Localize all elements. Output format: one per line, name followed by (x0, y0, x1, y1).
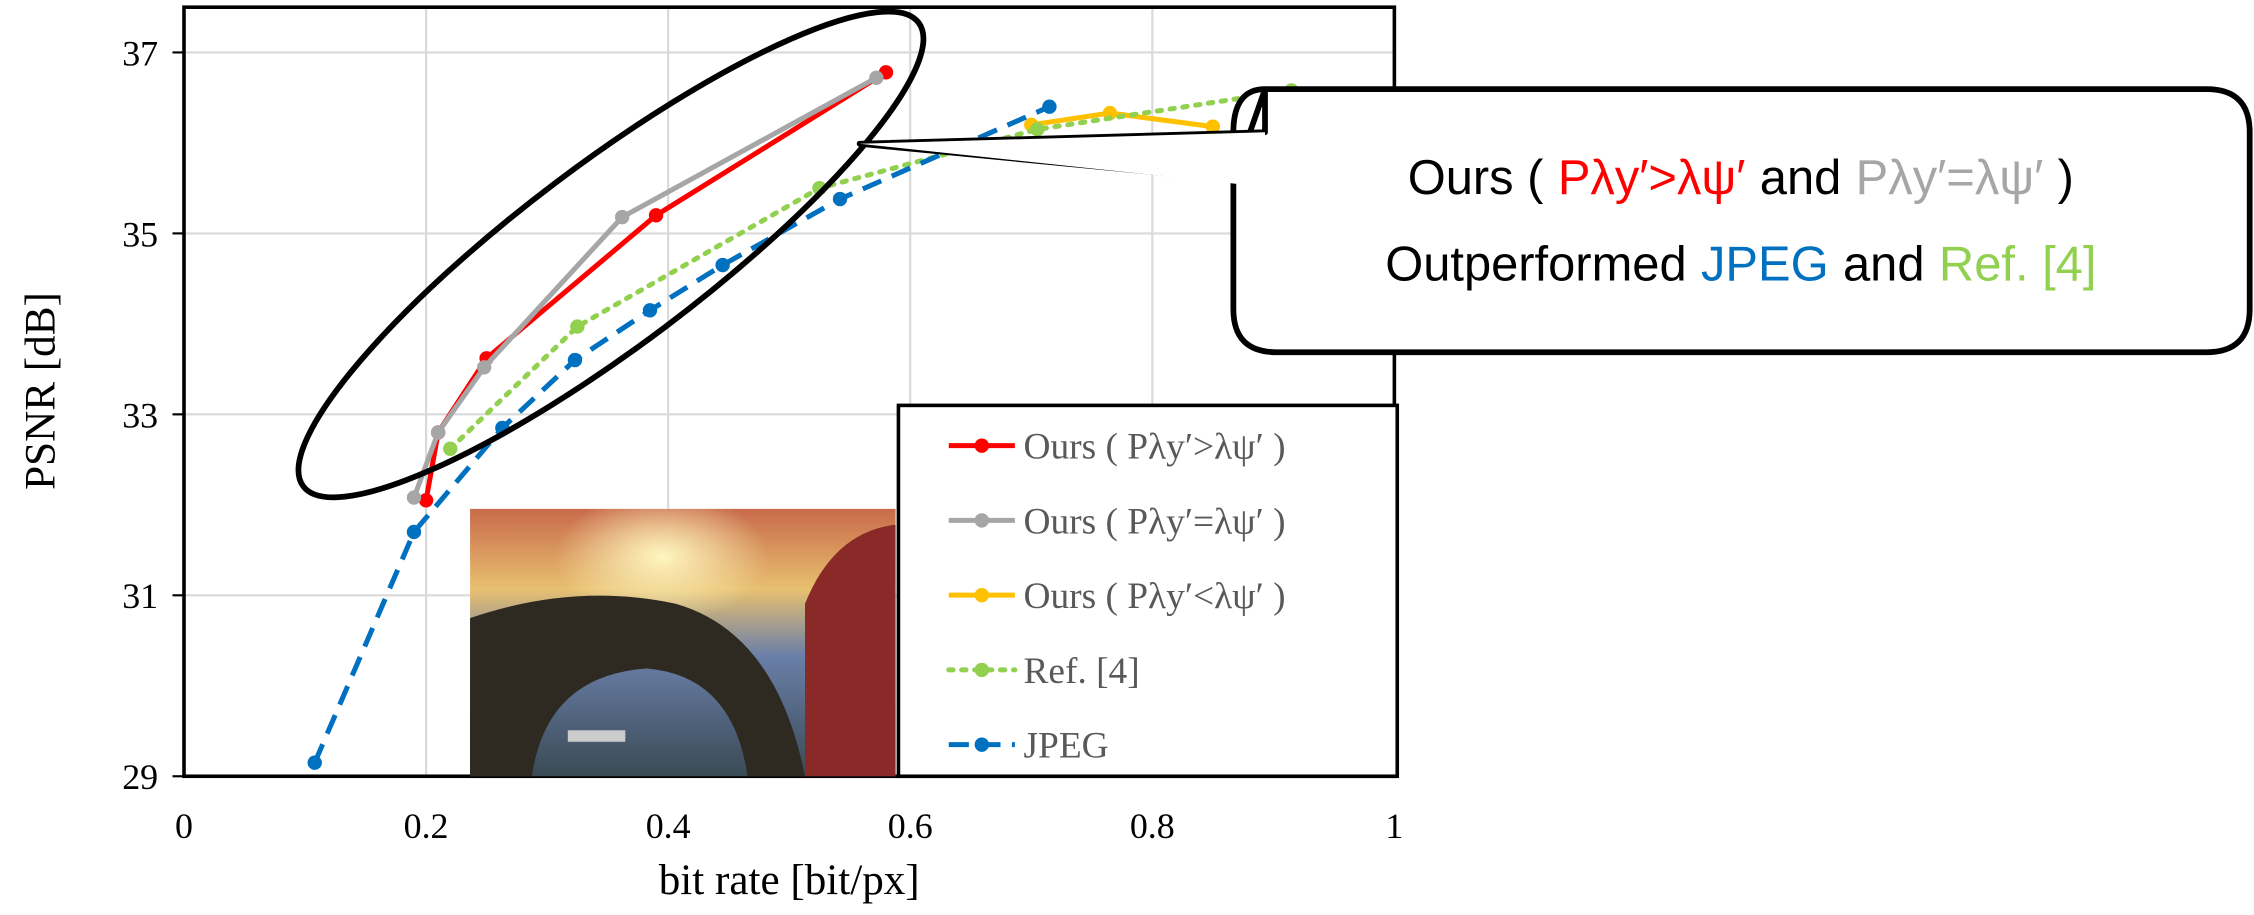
x-axis-label: bit rate [bit/px] (659, 857, 920, 904)
callout-segment: ) (2058, 151, 2074, 205)
inset-image (470, 509, 896, 776)
data-point (570, 319, 584, 333)
data-point (568, 353, 582, 367)
x-tick-label: 0.8 (1130, 806, 1175, 846)
chart: 29 31 33 35 37 0 0.2 0.4 0.6 0.8 1 Ours ( Pλy′>λψ′… (0, 0, 2254, 915)
data-point (1042, 100, 1056, 114)
data-point (308, 756, 322, 770)
callout (860, 89, 2250, 352)
data-point (643, 303, 657, 317)
callout-segment: Outperformed (1385, 237, 1686, 291)
legend-marker (975, 588, 989, 602)
y-axis-label: PSNR [dB] (18, 292, 65, 490)
series-line (414, 78, 876, 498)
x-tick-label: 0.4 (646, 806, 691, 846)
callout-line: Outperformed JPEG and Ref. [4] (1385, 237, 2096, 291)
y-tick-label: 31 (122, 576, 158, 616)
data-point (407, 525, 421, 539)
callout-segment: Ref. [4] (1939, 237, 2097, 291)
data-point (443, 442, 457, 456)
data-point (419, 493, 433, 507)
data-point (477, 360, 491, 374)
data-point (407, 490, 421, 504)
legend-marker (975, 663, 989, 677)
data-point (649, 208, 663, 222)
callout-segment: and (1843, 237, 1925, 291)
legend-label: Ours ( Pλy′<λψ′ ) (1024, 576, 1286, 617)
legend-marker (975, 438, 989, 452)
x-tick-label: 0 (175, 806, 193, 846)
x-tick-label: 0.6 (888, 806, 933, 846)
legend-label: Ours ( Pλy′=λψ′ ) (1024, 501, 1286, 542)
legend-label: JPEG (1024, 726, 1109, 767)
data-point (431, 425, 445, 439)
data-point (833, 192, 847, 206)
x-tick-label: 0.2 (404, 806, 449, 846)
callout-line: Ours ( Pλy′>λψ′ and Pλy′=λψ′) (1408, 151, 2074, 205)
legend-marker (975, 737, 989, 751)
data-point (615, 210, 629, 224)
data-point (1030, 122, 1044, 136)
data-point (715, 258, 729, 272)
callout-segment: Pλy′=λψ′ (1856, 151, 2044, 205)
callout-segment: JPEG (1701, 237, 1829, 291)
callout-segment: and (1760, 151, 1842, 205)
callout-segment: Ours ( (1408, 151, 1544, 205)
x-tick-label: 1 (1385, 806, 1403, 846)
legend-label: Ref. [4] (1024, 651, 1140, 692)
y-tick-label: 29 (122, 757, 158, 797)
y-tick-label: 35 (122, 214, 158, 254)
legend-label: Ours ( Pλy′>λψ′ ) (1024, 427, 1286, 468)
data-point (869, 71, 883, 85)
y-tick-label: 33 (122, 395, 158, 435)
callout-segment: Pλy′>λψ′ (1558, 151, 1746, 205)
y-tick-label: 37 (122, 33, 158, 73)
legend-marker (975, 513, 989, 527)
